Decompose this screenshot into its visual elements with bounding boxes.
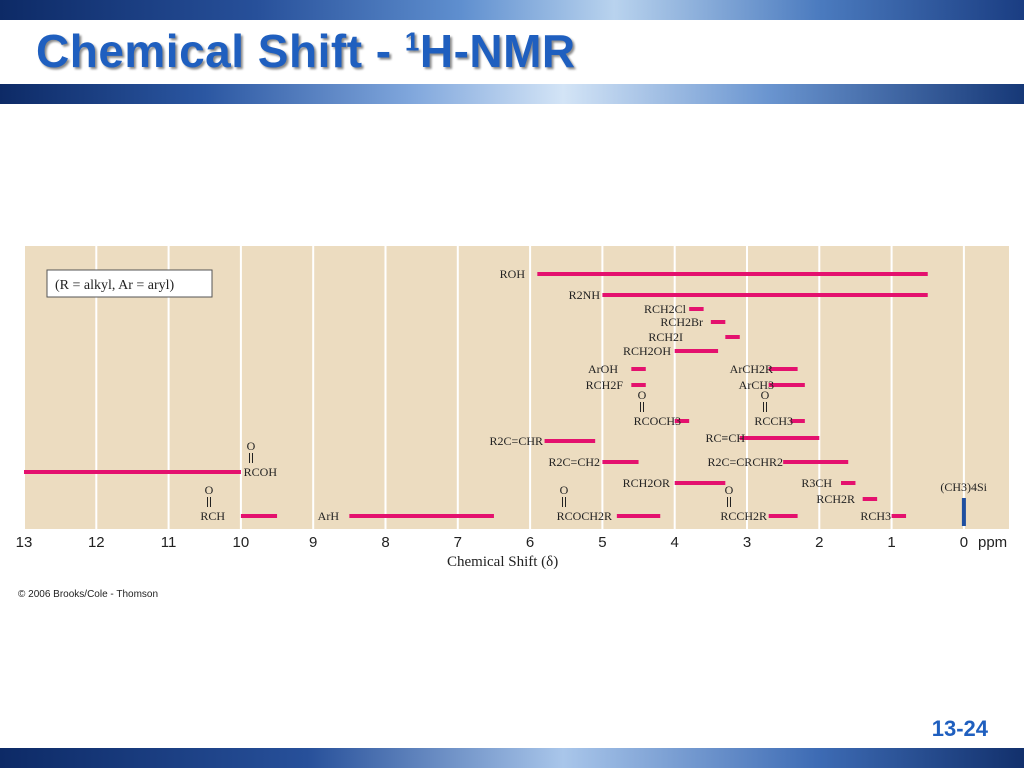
title-tail: H-NMR	[419, 25, 576, 77]
range-bar	[790, 419, 805, 423]
range-label: RCCH2R	[720, 509, 767, 523]
range-label: ArCH3	[739, 378, 774, 392]
page-number: 13-24	[931, 716, 988, 741]
range-bar	[783, 460, 849, 464]
range-label: RCH3	[860, 509, 891, 523]
x-tick-label: 7	[454, 534, 462, 551]
range-label: RCOCH2R	[557, 509, 612, 523]
x-tick-label: 1	[887, 534, 895, 551]
range-bar	[631, 367, 646, 371]
range-bar	[602, 460, 639, 464]
range-bar	[602, 293, 928, 297]
slide-title: Chemical Shift - 1H-NMR	[36, 24, 576, 78]
x-axis-title: Chemical Shift (δ)	[447, 554, 558, 570]
bottom-banner	[0, 748, 1024, 768]
carbonyl-oxygen-symbol: O	[725, 483, 734, 497]
top-banner	[0, 0, 1024, 20]
range-bar	[891, 514, 907, 518]
range-label: R2C=CRCHR2	[708, 455, 783, 469]
range-bar	[725, 335, 740, 339]
range-label: RCOH	[244, 465, 278, 479]
range-bar	[689, 307, 704, 311]
range-label: (CH3)4Si	[940, 480, 987, 494]
x-tick-label: 9	[309, 534, 317, 551]
x-tick-labels: 13 12 11 10 9 8 7 6 5 4 3 2 1 0	[16, 534, 968, 551]
range-label: RCH2F	[586, 378, 624, 392]
title-main: Chemical Shift -	[36, 25, 405, 77]
range-bar	[544, 439, 596, 443]
range-bar	[674, 419, 690, 423]
range-bars	[24, 272, 966, 526]
range-bar	[840, 481, 856, 485]
unit-label: ppm	[978, 534, 1007, 551]
range-bar	[768, 367, 798, 371]
title-underline-banner	[0, 84, 1024, 104]
range-label: ArCH2R	[730, 362, 773, 376]
range-label: RCH2Br	[660, 315, 703, 329]
range-label: RCH	[200, 509, 225, 523]
range-bar	[240, 514, 278, 518]
x-tick-label: 5	[598, 534, 606, 551]
range-label: RC≡CH	[706, 431, 746, 445]
range-label: RCCH3	[754, 414, 793, 428]
x-tick-label: 10	[233, 534, 250, 551]
range-label: R2NH	[569, 288, 601, 302]
range-bar	[739, 436, 820, 440]
carbonyl-oxygen-symbol: O	[560, 483, 569, 497]
range-label: RCH2R	[816, 492, 855, 506]
range-bar	[537, 272, 928, 276]
range-bar	[24, 470, 241, 474]
note-text: (R = alkyl, Ar = aryl)	[55, 278, 175, 293]
range-bar	[674, 349, 719, 353]
x-tick-label: 3	[743, 534, 751, 551]
range-bar	[768, 383, 805, 387]
range-bar	[631, 383, 646, 387]
range-label: RCH2OR	[623, 476, 670, 490]
range-label: ROH	[500, 267, 526, 281]
range-bar	[710, 320, 726, 324]
range-bar	[674, 481, 726, 485]
carbonyl-oxygen-symbol: O	[247, 439, 256, 453]
range-label: RCH2Cl	[644, 302, 687, 316]
range-label: ArH	[318, 509, 340, 523]
carbonyl-oxygen-symbol: O	[205, 483, 214, 497]
x-tick-label: 0	[960, 534, 968, 551]
note-box	[46, 269, 213, 298]
x-tick-label: 2	[815, 534, 823, 551]
range-label: R2C=CH2	[549, 455, 600, 469]
range-bar	[862, 497, 878, 501]
range-label: RCH2I	[648, 330, 683, 344]
x-tick-label: 6	[526, 534, 534, 551]
x-tick-label: 4	[671, 534, 679, 551]
range-label: R3CH	[801, 476, 832, 490]
range-bar	[349, 514, 494, 518]
tms-reference-bar	[961, 498, 966, 526]
range-label: RCOCH3	[634, 414, 681, 428]
range-label: ArOH	[588, 362, 618, 376]
range-bar	[616, 514, 661, 518]
title-superscript: 1	[404, 26, 420, 57]
carbonyl-oxygen-symbol: O	[638, 388, 647, 402]
range-label: RCH2OH	[623, 344, 671, 358]
range-label: R2C=CHR	[490, 434, 543, 448]
carbonyl-oxygen-symbol: O	[761, 388, 770, 402]
copyright: © 2006 Brooks/Cole - Thomson	[18, 589, 159, 600]
range-bar	[768, 514, 798, 518]
x-tick-label: 12	[88, 534, 105, 551]
x-tick-label: 8	[381, 534, 389, 551]
x-tick-label: 11	[161, 534, 177, 551]
x-tick-label: 13	[16, 534, 33, 551]
